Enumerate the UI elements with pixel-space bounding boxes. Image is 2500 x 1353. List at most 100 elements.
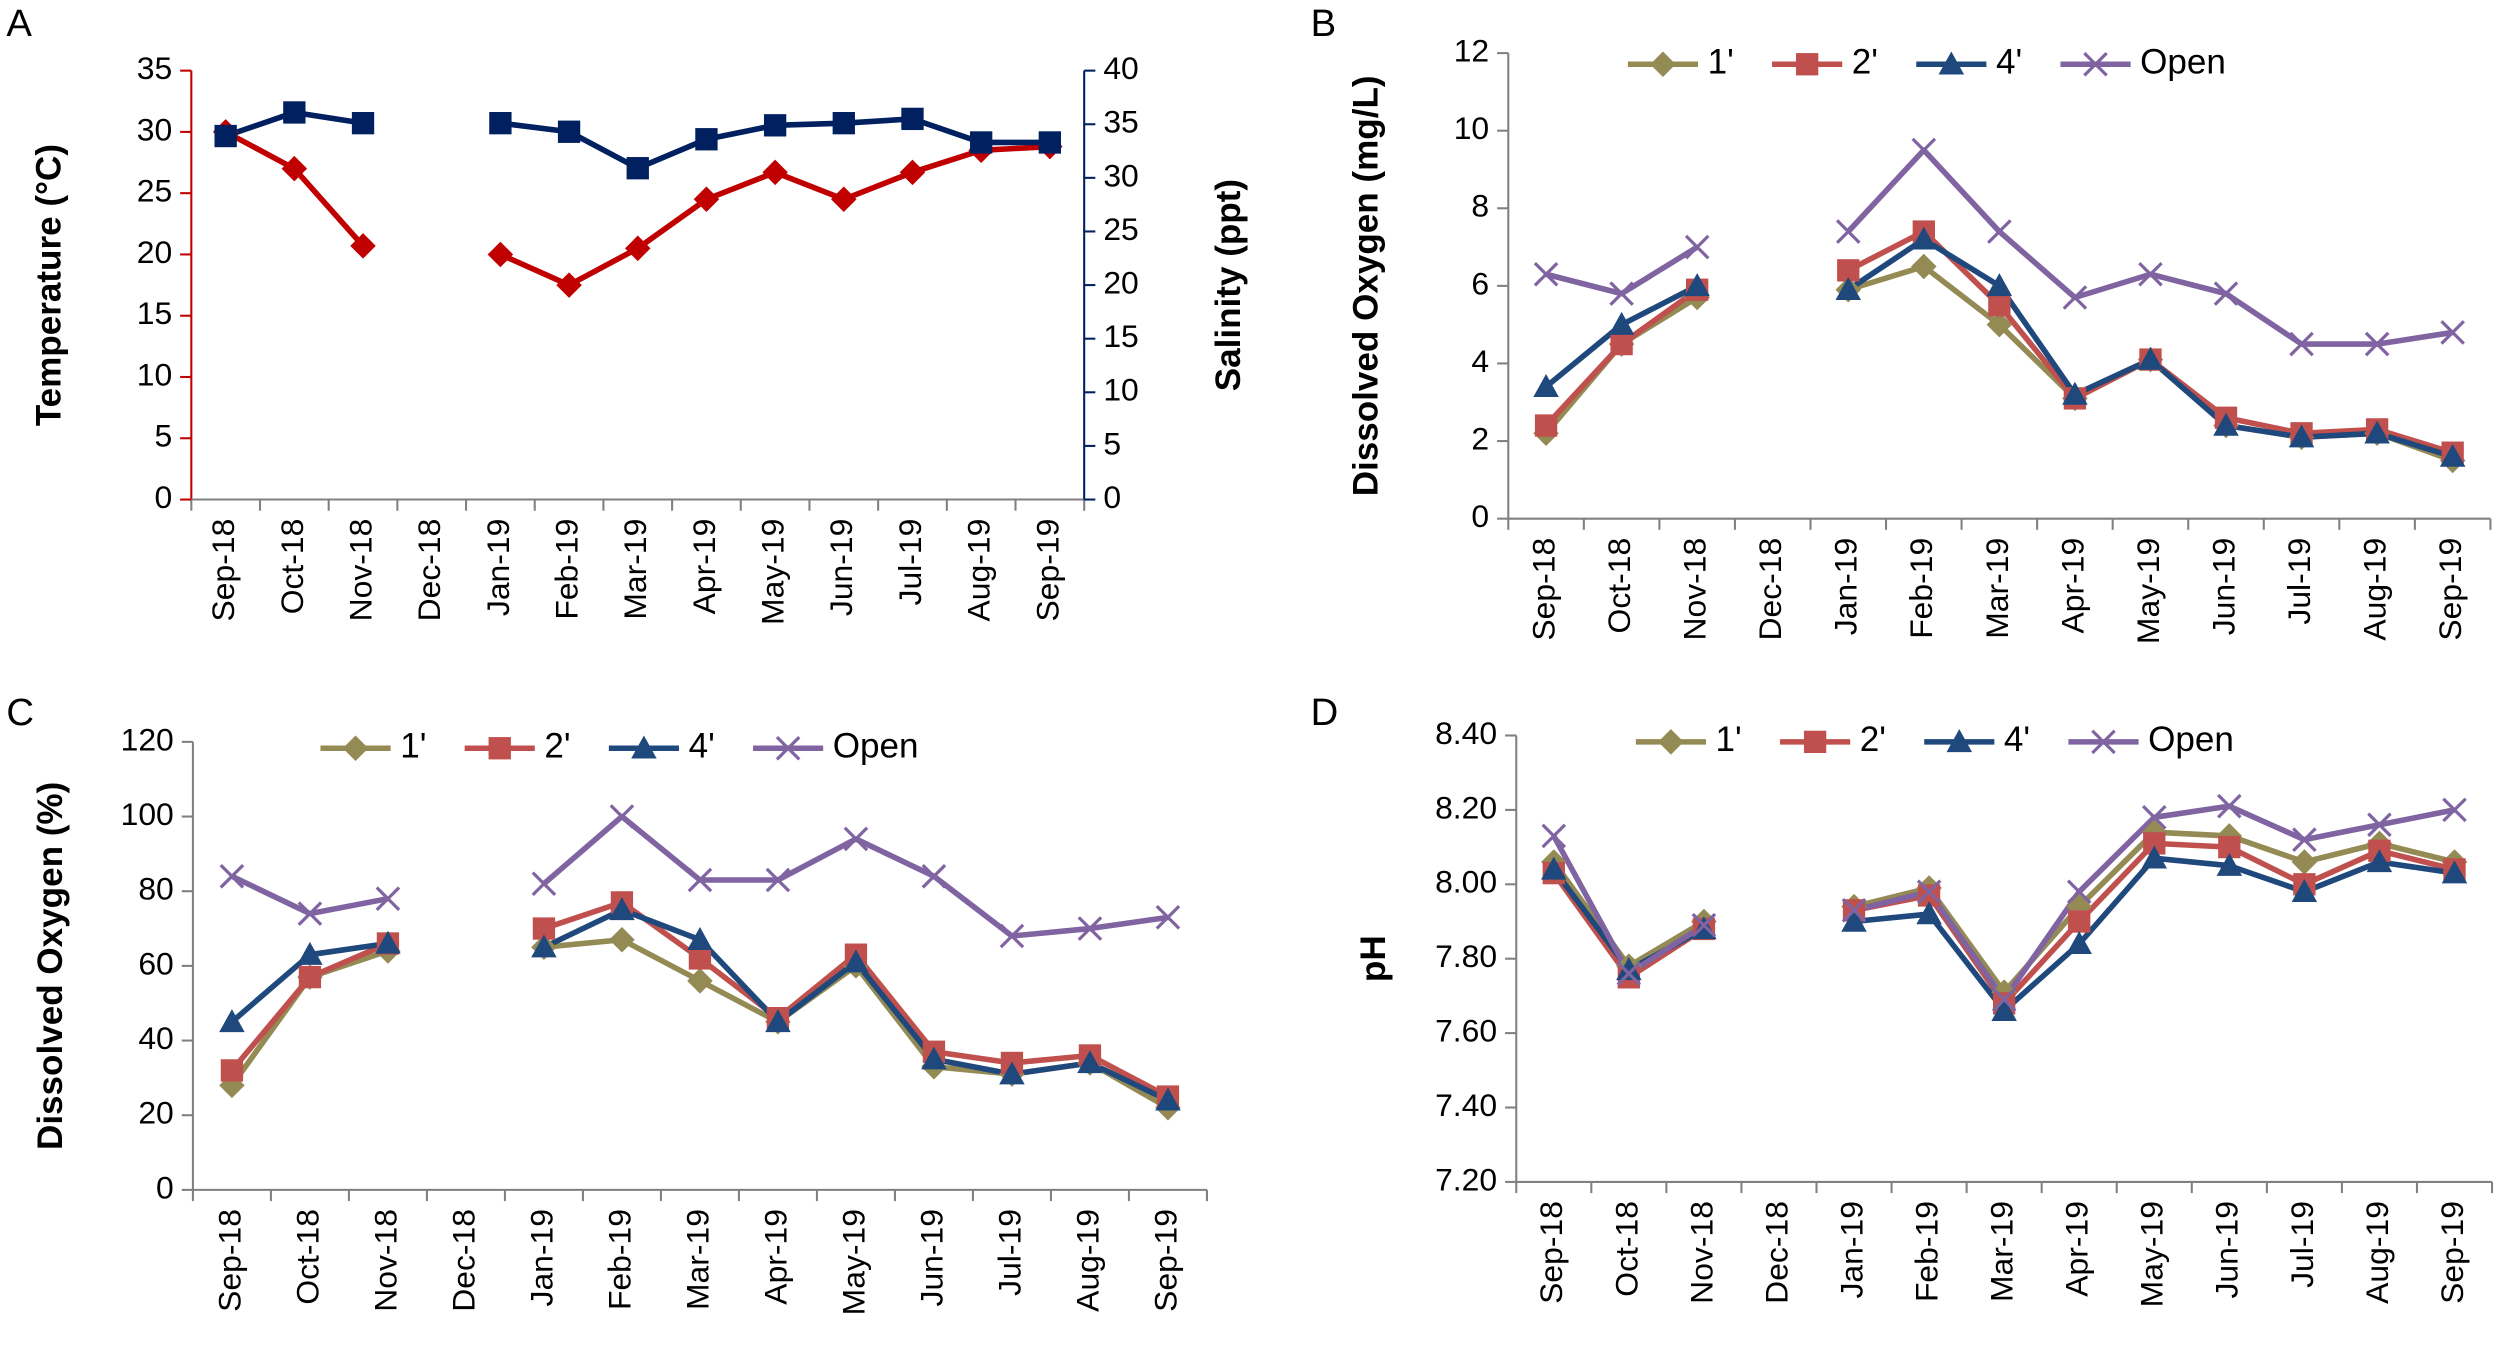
marker-stroke bbox=[1841, 898, 1867, 923]
x-tick-label: Jun-19 bbox=[913, 1209, 949, 1306]
legend-label: Open bbox=[2148, 720, 2234, 759]
marker-stroke bbox=[1911, 137, 1937, 163]
data-point bbox=[489, 112, 512, 135]
data-point bbox=[765, 867, 791, 893]
data-point bbox=[2364, 420, 2390, 444]
x-tick-label: Apr-19 bbox=[2054, 538, 2090, 634]
legend-label: 2' bbox=[1860, 720, 1886, 759]
x-tick-label: Sep-18 bbox=[1525, 538, 1561, 641]
data-point bbox=[1986, 273, 2013, 297]
y2-tick-label: 35 bbox=[1103, 104, 1138, 140]
data-point bbox=[609, 926, 635, 953]
data-point bbox=[487, 241, 514, 268]
y-tick-label: 5 bbox=[154, 418, 172, 454]
y-tick-label: 0 bbox=[1471, 498, 1489, 534]
data-point bbox=[2143, 832, 2166, 855]
data-point bbox=[1155, 1087, 1181, 1111]
marker-stroke bbox=[609, 804, 635, 829]
data-point bbox=[1616, 957, 1642, 981]
y-tick-label: 12 bbox=[1454, 33, 1489, 69]
y2-tick-label: 30 bbox=[1103, 157, 1138, 193]
data-point bbox=[556, 272, 582, 298]
data-point bbox=[2291, 849, 2318, 875]
data-point bbox=[843, 826, 869, 852]
series-line bbox=[230, 813, 1169, 939]
data-point bbox=[687, 926, 713, 950]
data-point bbox=[1608, 311, 1635, 335]
data-point bbox=[297, 941, 323, 965]
marker-stroke bbox=[921, 863, 947, 889]
y-tick-label: 80 bbox=[138, 871, 173, 907]
data-point bbox=[1987, 219, 2012, 244]
y-tick-label: 60 bbox=[138, 945, 173, 981]
data-point bbox=[999, 1061, 1025, 1085]
x-tick-label: May-19 bbox=[755, 519, 791, 625]
data-point bbox=[921, 863, 947, 889]
x-tick-label: Oct-18 bbox=[1601, 538, 1637, 634]
legend-label: Open bbox=[833, 727, 919, 766]
x-tick-label: Mar-19 bbox=[1984, 1201, 2020, 1302]
data-point bbox=[1911, 137, 1937, 163]
data-point bbox=[832, 112, 855, 135]
marker-stroke bbox=[2367, 812, 2392, 838]
data-point bbox=[1610, 332, 1633, 356]
legend-marker bbox=[1946, 729, 1973, 753]
data-point bbox=[1841, 908, 1867, 932]
x-tick-label: Sep-19 bbox=[2434, 1201, 2470, 1304]
data-point bbox=[687, 968, 713, 994]
data-point bbox=[214, 124, 237, 148]
y-tick-label: 120 bbox=[121, 721, 174, 757]
data-point bbox=[1155, 905, 1181, 930]
x-tick-label: Aug-19 bbox=[2359, 1201, 2395, 1304]
data-point bbox=[1835, 219, 1861, 244]
marker-stroke bbox=[687, 867, 713, 893]
data-point bbox=[1684, 273, 1710, 297]
data-point bbox=[1841, 898, 1867, 923]
x-tick-label: Dec-18 bbox=[1758, 1201, 1794, 1304]
marker-stroke bbox=[1691, 912, 1717, 938]
data-point bbox=[1077, 1050, 1103, 1074]
data-point bbox=[762, 159, 788, 186]
series-line bbox=[224, 129, 1050, 288]
y-tick-label: 0 bbox=[156, 1169, 174, 1205]
x-tick-label: Oct-18 bbox=[274, 519, 310, 615]
x-tick-label: Sep-18 bbox=[211, 1209, 247, 1312]
y-tick-label: 10 bbox=[137, 356, 172, 392]
legend-marker bbox=[775, 735, 801, 761]
y-tick-label: 4 bbox=[1471, 343, 1489, 379]
x-tick-label: Jul-19 bbox=[892, 519, 928, 606]
marker-stroke bbox=[375, 886, 401, 911]
data-point bbox=[899, 159, 926, 186]
data-point bbox=[2213, 281, 2239, 306]
x-tick-label: Feb-19 bbox=[1909, 1201, 1945, 1302]
data-point bbox=[695, 128, 718, 151]
data-point bbox=[298, 965, 322, 989]
x-tick-label: Sep-18 bbox=[205, 519, 241, 622]
marker-stroke bbox=[1077, 916, 1103, 941]
marker-stroke bbox=[2138, 261, 2163, 287]
x-tick-label: Oct-18 bbox=[289, 1209, 325, 1305]
data-point bbox=[1837, 259, 1860, 282]
data-point bbox=[1077, 916, 1103, 941]
x-tick-label: Oct-18 bbox=[1608, 1201, 1644, 1297]
y-tick-label: 35 bbox=[137, 50, 172, 86]
data-point bbox=[1038, 131, 1062, 154]
marker-stroke bbox=[1684, 234, 1710, 260]
marker-stroke bbox=[2213, 281, 2239, 306]
data-point bbox=[1609, 281, 1634, 306]
marker-stroke bbox=[2292, 827, 2317, 852]
data-point bbox=[351, 112, 375, 135]
y-tick-label: 20 bbox=[137, 234, 172, 270]
data-point bbox=[375, 930, 401, 954]
data-point bbox=[2367, 812, 2392, 838]
x-tick-label: Dec-18 bbox=[445, 1209, 481, 1312]
x-tick-label: Apr-19 bbox=[2059, 1201, 2095, 1297]
data-point bbox=[843, 949, 869, 973]
data-point bbox=[921, 1046, 947, 1070]
x-tick-label: May-19 bbox=[835, 1209, 871, 1315]
y-tick-label: 25 bbox=[137, 173, 172, 209]
x-tick-label: Apr-19 bbox=[757, 1209, 793, 1305]
x-tick-label: Mar-19 bbox=[1979, 538, 2015, 639]
marker-stroke bbox=[1533, 261, 1559, 287]
